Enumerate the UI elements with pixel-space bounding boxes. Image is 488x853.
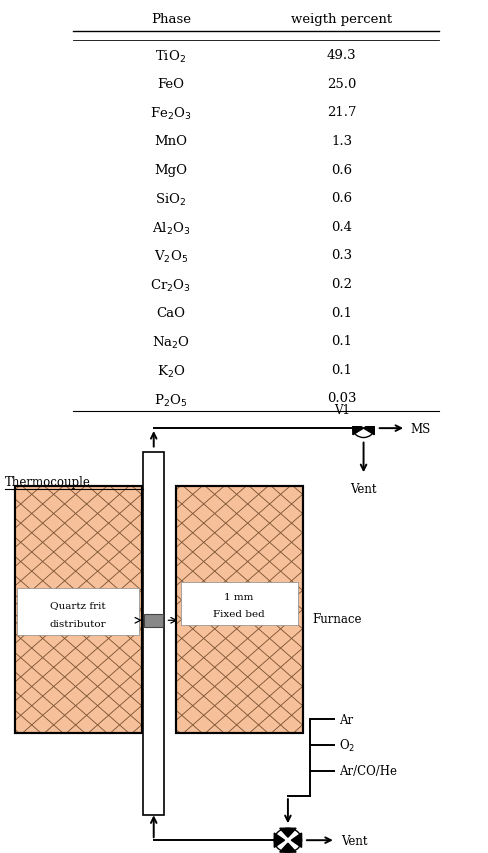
Text: 0.6: 0.6 — [331, 192, 352, 205]
Text: Quartz frit: Quartz frit — [50, 601, 106, 610]
Text: 0.6: 0.6 — [331, 164, 352, 177]
Text: Ar/CO/He: Ar/CO/He — [339, 764, 397, 777]
Text: 1.3: 1.3 — [331, 135, 352, 148]
Bar — [15, 486, 142, 734]
Text: MgO: MgO — [154, 164, 187, 177]
Text: Vent: Vent — [350, 482, 377, 495]
Bar — [176, 486, 303, 734]
Text: 49.3: 49.3 — [327, 49, 356, 62]
Text: Furnace: Furnace — [312, 612, 362, 625]
Text: Thermocouple: Thermocouple — [5, 475, 91, 488]
Text: O$_2$: O$_2$ — [339, 737, 355, 753]
Text: SiO$_2$: SiO$_2$ — [155, 192, 186, 208]
Text: Ar: Ar — [339, 713, 353, 726]
Text: Cr$_2$O$_3$: Cr$_2$O$_3$ — [150, 278, 191, 293]
Bar — [15, 486, 142, 734]
Polygon shape — [364, 422, 374, 435]
Text: 0.1: 0.1 — [331, 334, 352, 348]
Text: weigth percent: weigth percent — [291, 13, 392, 26]
Text: 0.1: 0.1 — [331, 363, 352, 376]
Text: 0.1: 0.1 — [331, 306, 352, 319]
Text: FeO: FeO — [157, 78, 184, 90]
Bar — [176, 486, 303, 734]
Text: P$_2$O$_5$: P$_2$O$_5$ — [154, 392, 187, 408]
Text: MS: MS — [411, 422, 431, 435]
Text: Fe$_2$O$_3$: Fe$_2$O$_3$ — [150, 106, 192, 122]
Text: 0.4: 0.4 — [331, 221, 352, 234]
Polygon shape — [291, 833, 302, 847]
Text: MnO: MnO — [154, 135, 187, 148]
Polygon shape — [353, 422, 364, 435]
Text: 0.3: 0.3 — [331, 249, 352, 262]
Text: V1: V1 — [334, 403, 350, 416]
Text: Al$_2$O$_3$: Al$_2$O$_3$ — [152, 221, 190, 236]
Circle shape — [353, 419, 374, 438]
Text: Na$_2$O: Na$_2$O — [152, 334, 190, 351]
Text: Phase: Phase — [151, 13, 191, 26]
Polygon shape — [280, 843, 296, 852]
Circle shape — [274, 828, 302, 852]
Text: 25.0: 25.0 — [327, 78, 356, 90]
Bar — [17, 589, 139, 635]
Text: CaO: CaO — [156, 306, 185, 319]
Bar — [143, 452, 164, 815]
Text: 0.2: 0.2 — [331, 278, 352, 291]
Text: K$_2$O: K$_2$O — [157, 363, 185, 380]
Bar — [181, 582, 298, 624]
Text: V$_2$O$_5$: V$_2$O$_5$ — [154, 249, 188, 265]
Text: TiO$_2$: TiO$_2$ — [155, 49, 186, 65]
Bar — [144, 614, 163, 627]
Polygon shape — [274, 833, 285, 847]
Text: 21.7: 21.7 — [327, 106, 356, 119]
Text: Fixed bed: Fixed bed — [213, 610, 265, 618]
Text: 1 mm: 1 mm — [224, 593, 254, 601]
Text: Vent: Vent — [341, 833, 367, 847]
Text: distributor: distributor — [50, 619, 106, 629]
Polygon shape — [280, 828, 296, 838]
Text: 0.03: 0.03 — [327, 392, 356, 405]
